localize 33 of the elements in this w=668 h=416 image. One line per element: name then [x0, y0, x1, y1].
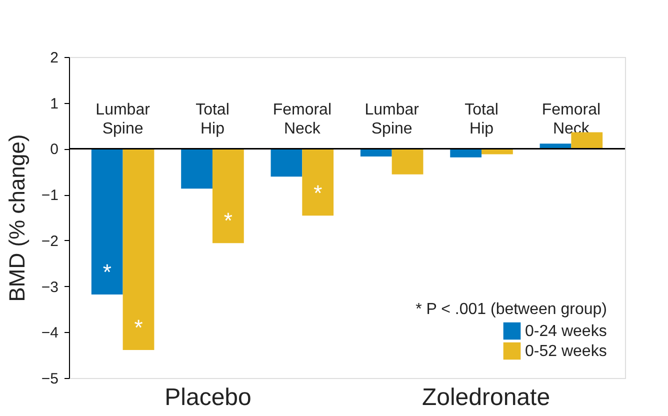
data-label: *: [224, 208, 233, 234]
bar: [122, 148, 154, 350]
bar: [392, 148, 424, 174]
y-tick-label: −1: [41, 187, 58, 204]
bar: [270, 148, 302, 177]
y-tick-label: −3: [41, 278, 58, 296]
x-tick-label: Total Hip: [464, 102, 498, 138]
text: Placebo: [164, 384, 252, 411]
x-tick-label: Lumbar Spine: [364, 102, 420, 138]
y-tick-label: 2: [50, 50, 58, 66]
data-label: *: [134, 315, 144, 340]
y-tick-label: 0: [50, 141, 58, 158]
bar: [302, 148, 334, 216]
bar: [360, 148, 392, 157]
legend-label: 0-24 weeks: [525, 323, 607, 340]
y-tick-label: −5: [41, 370, 58, 388]
x-tick-label: Lumbar Spine: [96, 102, 151, 138]
bar: [450, 148, 482, 158]
y-tick-label: 1: [50, 95, 58, 112]
legend-label: 0-52 weeks: [525, 343, 607, 360]
data-label: *: [102, 260, 112, 285]
bar: [212, 148, 244, 244]
x-tick-label: Femoral Neck: [272, 102, 332, 138]
bar: [91, 148, 123, 295]
x-tick-label: Total Hip: [196, 102, 230, 138]
y-tick-label: −2: [41, 232, 58, 250]
text: Zoledronate: [422, 384, 550, 411]
data-label: *: [314, 180, 323, 206]
y-axis-title: BMD (% change): [4, 134, 30, 302]
y-tick-label: −4: [41, 324, 58, 342]
legend-title: * P < .001 (between group): [416, 301, 607, 318]
bar: [571, 132, 603, 149]
bar: [181, 148, 212, 189]
